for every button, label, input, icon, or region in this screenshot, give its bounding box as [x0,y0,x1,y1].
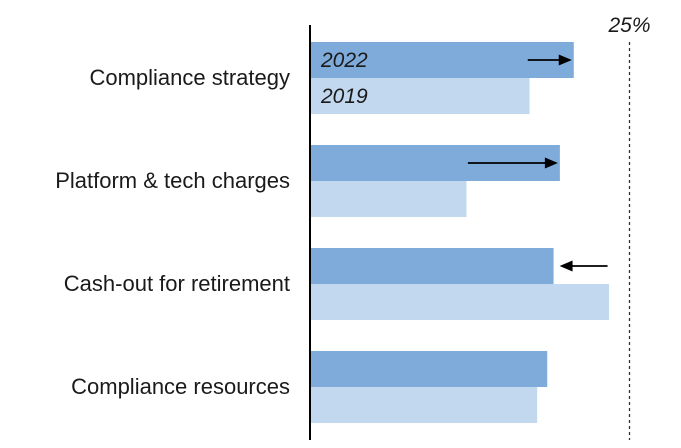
series-label-2019: 2019 [320,85,368,108]
category-label-2: Cash-out for retirement [64,271,290,296]
arrow-right-1 [467,157,558,169]
category-label-0: Compliance strategy [89,65,290,90]
bar-2019-1 [310,181,467,217]
bars-group [310,42,610,423]
bar-2019-3 [310,387,538,423]
category-label-1: Platform & tech charges [55,168,290,193]
category-label-3: Compliance resources [71,374,290,399]
arrow-right-0 [527,54,572,66]
arrow-left-2 [559,260,608,272]
bar-2022-3 [310,351,548,387]
category-labels: 2022 2019 Compliance strategy Platform & te… [55,49,368,399]
bar-2019-2 [310,284,610,320]
trend-arrows [467,54,608,272]
bar-2022-2 [310,248,554,284]
series-label-2022: 2022 [320,49,368,72]
reference-line-label: 25% [607,14,650,37]
bar-2019-0 [310,78,530,114]
